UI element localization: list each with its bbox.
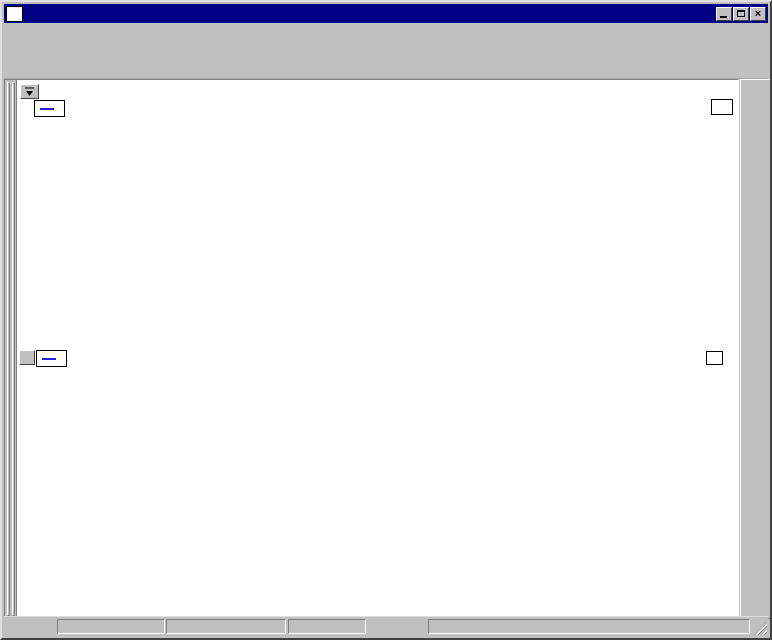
annotation-button[interactable] xyxy=(19,350,35,365)
percent-axis-box xyxy=(711,99,733,115)
drawing-toolbar xyxy=(740,79,770,619)
price-legend[interactable] xyxy=(34,100,65,117)
maximize-icon xyxy=(737,10,745,17)
cursor-y-field xyxy=(166,619,286,634)
chart-canvas[interactable] xyxy=(5,80,738,618)
resize-grip[interactable] xyxy=(753,621,767,635)
chart-workspace[interactable] xyxy=(4,79,739,619)
news-field xyxy=(428,619,750,634)
main-toolbar xyxy=(4,23,768,51)
minimize-button[interactable] xyxy=(716,6,732,21)
indicator-menu-box[interactable] xyxy=(706,351,723,365)
indicator-legend[interactable] xyxy=(36,350,67,367)
collapse-icon xyxy=(25,87,34,96)
close-button[interactable]: × xyxy=(750,6,766,21)
minimize-icon xyxy=(720,15,727,18)
line-sample-icon xyxy=(40,107,54,110)
collapse-button[interactable] xyxy=(20,84,39,99)
close-icon: × xyxy=(754,7,762,20)
statusbar xyxy=(4,616,768,636)
cursor-value-field xyxy=(288,619,366,634)
chart-toolbar xyxy=(4,51,768,79)
left-splitter[interactable] xyxy=(5,80,17,618)
app-chart-icon xyxy=(6,5,23,22)
maximize-button[interactable] xyxy=(733,6,749,21)
titlebar[interactable]: × xyxy=(4,4,768,23)
cursor-x-field xyxy=(57,619,165,634)
line-sample-icon xyxy=(42,357,56,360)
